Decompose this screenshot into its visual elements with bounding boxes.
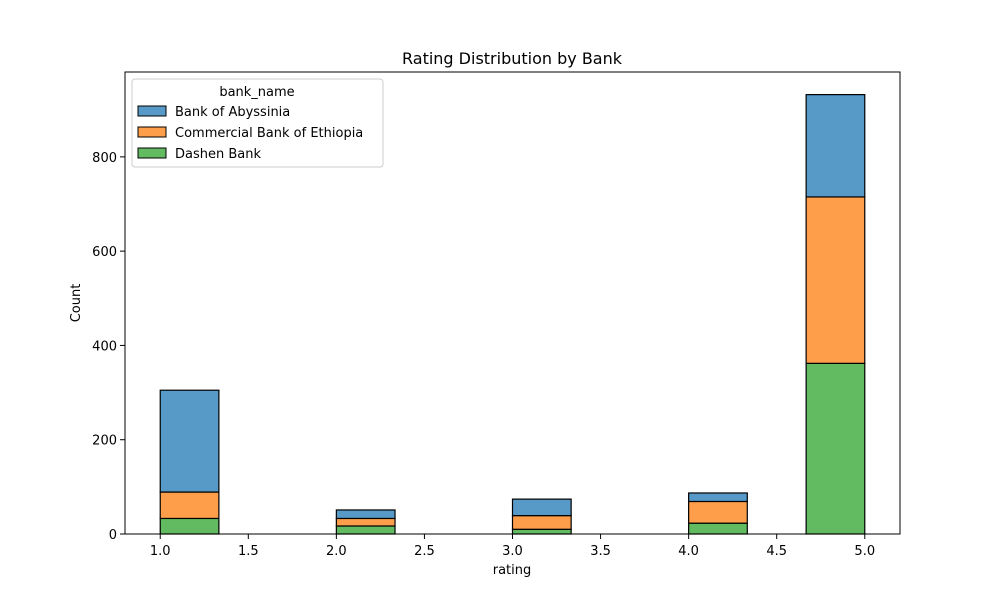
bar-commercial-bank-of-ethiopia-bin-5 [805,196,866,364]
legend-entry-label: Commercial Bank of Ethiopia [175,126,363,141]
x-tick-label: 1.5 [238,544,259,559]
x-tick-label: 3.0 [502,544,523,559]
bar-commercial-bank-of-ethiopia-bin-1 [159,491,220,520]
y-tick-label: 0 [109,528,117,543]
legend-entry-label: Dashen Bank [175,147,261,162]
bar-commercial-bank-of-ethiopia-bin-4 [688,500,748,524]
bar-commercial-bank-of-ethiopia-bin-2 [335,517,396,527]
legend: bank_name Bank of Abyssinia Commercial Ban… [131,78,384,168]
x-tick-label: 2.0 [326,544,347,559]
y-axis: 0 200 400 600 800 [92,151,125,543]
bar-dashen-bank-bin-5 [805,362,866,535]
bar-bank-of-abyssinia-bin-2 [335,509,396,520]
bar-bank-of-abyssinia-bin-3 [511,498,572,517]
x-tick-label: 3.5 [590,544,611,559]
bar-dashen-bank-bin-4 [688,522,748,535]
bar-dashen-bank-bin-3 [511,528,572,535]
y-tick-label: 400 [92,339,117,354]
x-tick-label: 2.5 [414,544,435,559]
legend-swatch [137,105,167,117]
y-tick-label: 200 [92,434,117,449]
legend-swatch [137,147,167,159]
bar-dashen-bank-bin-2 [335,525,396,535]
x-axis: 1.0 1.5 2.0 2.5 3.0 3.5 4.0 4.5 5.0 [150,534,875,559]
legend-entry-label: Bank of Abyssinia [175,105,290,120]
x-tick-label: 4.0 [678,544,699,559]
y-axis-label: Count [69,284,84,323]
bar-bank-of-abyssinia-bin-1 [159,389,220,493]
x-tick-label: 5.0 [854,544,875,559]
y-tick-label: 600 [92,245,117,260]
x-tick-label: 1.0 [150,544,171,559]
bar-bank-of-abyssinia-bin-5 [805,94,866,198]
x-tick-label: 4.5 [766,544,787,559]
chart-title: Rating Distribution by Bank [402,49,623,68]
legend-swatch [137,126,167,138]
bar-bank-of-abyssinia-bin-4 [688,492,748,503]
bar-commercial-bank-of-ethiopia-bin-3 [511,515,572,530]
y-tick-label: 800 [92,151,117,166]
bars-group [125,94,900,535]
x-axis-label: rating [493,563,532,578]
legend-box [131,78,384,168]
bar-dashen-bank-bin-1 [159,517,220,535]
legend-title: bank_name [219,85,294,100]
